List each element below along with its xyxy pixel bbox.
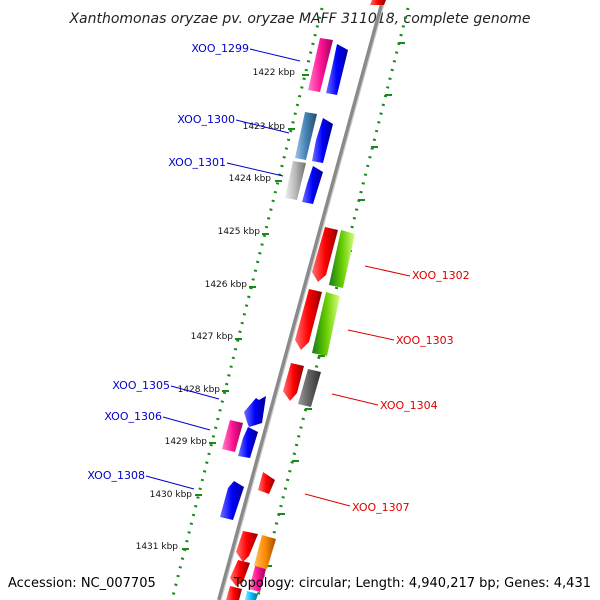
gene-label-xoo-1301[interactable]: XOO_1301 bbox=[168, 156, 226, 169]
gene-arrow[interactable] bbox=[312, 227, 338, 282]
genome-backbone bbox=[217, 0, 385, 600]
leader-line bbox=[170, 385, 220, 400]
right-gene-labels: XOO_1302 XOO_1303 XOO_1304 XOO_1307 bbox=[304, 265, 470, 514]
gene-label-xoo-1303[interactable]: XOO_1303 bbox=[396, 334, 454, 347]
leader-line bbox=[145, 475, 195, 490]
gene-arrow-xoo-1308[interactable] bbox=[220, 481, 244, 520]
gene-arrow-xoo-1305[interactable] bbox=[244, 396, 266, 427]
accession-text: Accession: NC_007705 bbox=[8, 576, 156, 591]
gene-arrow-xoo-1306[interactable] bbox=[222, 420, 243, 452]
gene-label-xoo-1304[interactable]: XOO_1304 bbox=[380, 399, 438, 412]
kbp-label: 1422 kbp bbox=[253, 68, 296, 78]
gene-arrow[interactable] bbox=[230, 560, 250, 586]
gene-label-xoo-1308[interactable]: XOO_1308 bbox=[87, 469, 145, 482]
leader-line bbox=[304, 493, 351, 507]
kbp-label: 1424 kbp bbox=[229, 174, 272, 184]
gene-arrow-xoo-1301[interactable] bbox=[285, 161, 306, 200]
gene-label-xoo-1305[interactable]: XOO_1305 bbox=[112, 379, 170, 392]
gene-arrow-xoo-1300[interactable] bbox=[295, 112, 317, 160]
gene-arrow[interactable] bbox=[302, 166, 323, 204]
kbp-label: 1429 kbp bbox=[165, 437, 208, 447]
leader-line bbox=[249, 48, 301, 62]
gene-arrow-xoo-1304[interactable] bbox=[298, 369, 321, 407]
gene-arrow-xoo-1303[interactable] bbox=[312, 292, 340, 356]
gene-arrows bbox=[220, 38, 355, 600]
gene-arrow[interactable] bbox=[245, 591, 258, 600]
leader-line bbox=[364, 265, 411, 277]
kbp-label: 1428 kbp bbox=[178, 385, 221, 395]
gene-arrow[interactable] bbox=[295, 289, 322, 350]
gene-arrow-xoo-1307[interactable] bbox=[258, 472, 275, 494]
gene-arrow[interactable] bbox=[326, 44, 348, 95]
gene-label-xoo-1302[interactable]: XOO_1302 bbox=[412, 269, 470, 282]
gene-label-xoo-1307[interactable]: XOO_1307 bbox=[352, 501, 410, 514]
gene-label-xoo-1306[interactable]: XOO_1306 bbox=[104, 410, 162, 423]
topology-text: Topology: circular; Length: 4,940,217 bp… bbox=[233, 576, 591, 591]
left-gene-labels: XOO_1299 XOO_1300 XOO_1301 XOO_1305 XOO_… bbox=[87, 42, 301, 490]
gene-arrow[interactable] bbox=[238, 427, 258, 458]
gene-arrow[interactable] bbox=[283, 363, 304, 401]
leader-line bbox=[235, 119, 290, 134]
gene-arrow-xoo-1299[interactable] bbox=[308, 38, 333, 92]
kbp-label: 1425 kbp bbox=[218, 227, 261, 237]
leader-line bbox=[162, 416, 211, 431]
leader-line bbox=[226, 162, 284, 177]
kbp-ticks bbox=[182, 74, 309, 550]
gene-arrow[interactable] bbox=[370, 0, 386, 5]
gene-label-xoo-1300[interactable]: XOO_1300 bbox=[177, 113, 235, 126]
gene-arrow-xoo-1302[interactable] bbox=[329, 230, 355, 288]
gene-arrow[interactable] bbox=[236, 531, 258, 562]
map-title: Xanthomonas oryzae pv. oryzae MAFF 31101… bbox=[68, 11, 530, 27]
kbp-label: 1430 kbp bbox=[150, 490, 193, 500]
kbp-label: 1431 kbp bbox=[136, 542, 179, 552]
leader-line bbox=[331, 393, 379, 406]
gene-arrow[interactable] bbox=[312, 118, 333, 163]
leader-line bbox=[347, 329, 395, 341]
gene-arrow[interactable] bbox=[226, 586, 242, 600]
gene-label-xoo-1299[interactable]: XOO_1299 bbox=[191, 42, 249, 55]
kbp-label: 1426 kbp bbox=[205, 280, 248, 290]
kbp-label: 1427 kbp bbox=[191, 332, 234, 342]
gene-arrow[interactable] bbox=[249, 566, 266, 592]
gene-arrow[interactable] bbox=[254, 535, 276, 569]
